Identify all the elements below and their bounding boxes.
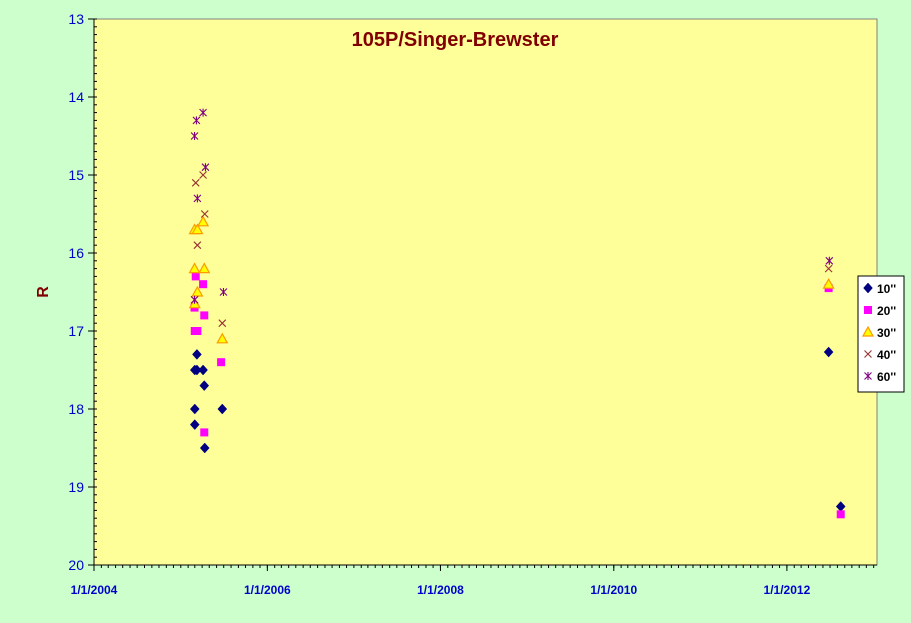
plot-area [93,18,878,566]
legend-marker [864,306,872,314]
chart-title: 105P/Singer-Brewster [352,29,559,51]
data-point [200,311,209,320]
x-tick-label: 1/1/2008 [417,583,464,597]
legend-label: 20'' [877,304,896,318]
data-point [190,295,199,304]
y-tick-label: 14 [68,89,84,105]
series-3 [188,215,835,344]
data-point [189,419,200,430]
data-point [836,510,845,519]
data-point [199,171,207,179]
data-point [197,215,210,227]
y-tick-label: 19 [68,479,84,495]
x-tick-label: 1/1/2004 [71,583,118,597]
y-tick-label: 16 [68,245,84,261]
series-5 [190,108,834,304]
data-point [199,380,210,391]
data-point [822,277,835,289]
series-1 [189,346,846,512]
x-tick-label: 1/1/2006 [244,583,291,597]
data-point [217,403,228,415]
legend-marker [864,372,872,380]
data-points-layer [188,108,846,519]
y-tick-label: 17 [68,323,84,339]
y-axis-label: R [35,286,52,298]
legend-marker [861,325,875,337]
data-point [192,349,202,360]
data-point [199,108,207,117]
data-point [200,428,209,437]
legend-label: 30'' [877,326,896,340]
data-point [201,163,210,172]
data-point [824,264,833,273]
legend-label: 10'' [877,282,896,296]
legend-label: 40'' [877,348,896,362]
data-point [193,241,202,250]
data-point [190,132,199,140]
data-point [217,358,226,367]
data-point [216,332,229,344]
data-point [198,364,208,376]
legend-marker [864,350,872,358]
data-point [189,403,200,415]
legend-marker [863,282,873,294]
data-point [823,346,834,358]
data-point [218,319,227,328]
y-tick-label: 20 [68,557,84,573]
data-point [198,262,211,274]
data-point [825,256,834,265]
x-tick-label: 1/1/2012 [764,583,811,597]
y-tick-label: 15 [68,167,84,183]
data-point [199,442,210,454]
data-point [193,327,202,335]
data-point [191,285,204,297]
x-tick-label: 1/1/2010 [590,583,637,597]
data-point [192,116,201,125]
legend-label: 60'' [877,370,896,384]
y-tick-label: 13 [68,11,84,27]
series-4 [191,171,833,328]
data-point [193,194,202,203]
data-point [200,210,209,218]
y-tick-label: 18 [68,401,84,417]
legend: 10'' 20'' 30'' 40'' 60'' [857,275,905,393]
data-point [219,288,228,296]
data-point [199,280,208,289]
data-point [191,178,200,187]
data-point [191,223,204,235]
data-point [188,262,201,274]
axes-layer: 13 14 15 16 17 18 19 20 1/1/2004 1/1/2006 1/1/2008… [68,11,877,597]
data-point [191,272,200,281]
